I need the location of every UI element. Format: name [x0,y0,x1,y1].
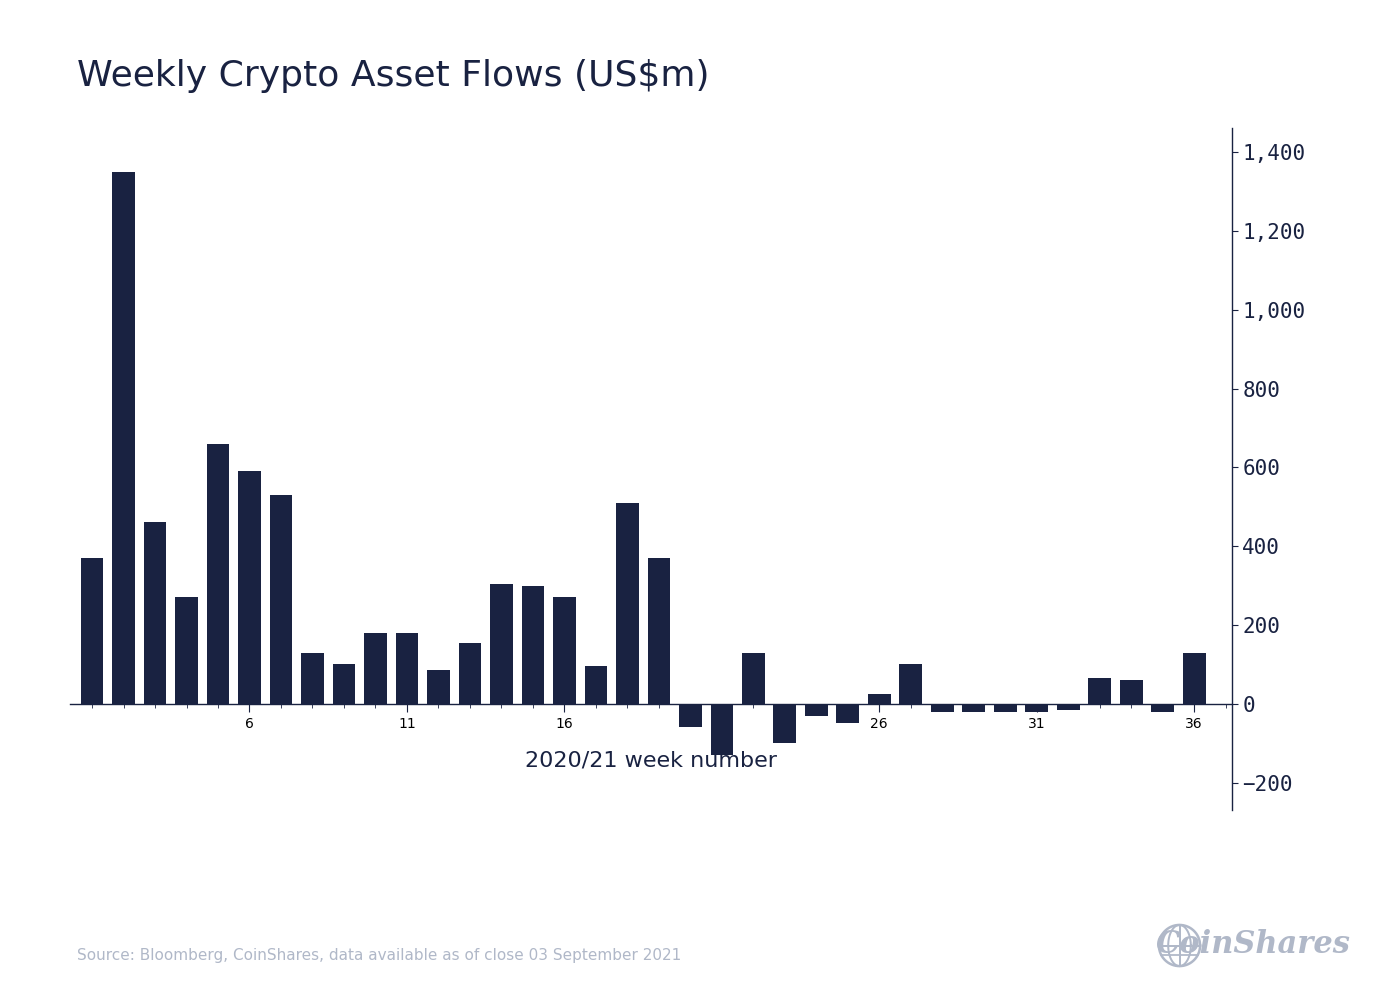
Bar [1088,678,1112,703]
Bar [1057,703,1079,709]
Bar [175,598,197,703]
Bar [711,703,734,755]
Bar [81,558,104,703]
Bar [1120,680,1142,703]
Bar [648,558,671,703]
Bar [805,703,827,715]
Bar [490,584,512,703]
Bar [868,694,890,703]
Bar [1151,703,1175,711]
Bar [836,703,860,723]
Bar [301,652,323,703]
Text: Weekly Crypto Asset Flows (US$m): Weekly Crypto Asset Flows (US$m) [77,59,710,93]
Bar [396,633,419,703]
Bar [742,652,764,703]
Bar [333,664,356,703]
Bar [364,633,386,703]
Bar [270,495,293,703]
Bar [679,703,701,727]
X-axis label: 2020/21 week number: 2020/21 week number [525,751,777,771]
Bar [553,598,575,703]
Bar [1025,703,1049,711]
Bar [616,503,638,703]
Bar [427,670,449,703]
Bar [773,703,797,743]
Bar [994,703,1016,711]
Bar [899,664,923,703]
Bar [931,703,953,711]
Bar [522,586,545,703]
Bar [112,172,134,703]
Bar [144,523,167,703]
Bar [962,703,986,711]
Text: CoinShares: CoinShares [1156,930,1351,960]
Bar [585,666,608,703]
Bar [459,642,482,703]
Bar [1183,652,1205,703]
Bar [238,471,260,703]
Text: Source: Bloomberg, CoinShares, data available as of close 03 September 2021: Source: Bloomberg, CoinShares, data avai… [77,948,682,963]
Bar [207,444,230,703]
